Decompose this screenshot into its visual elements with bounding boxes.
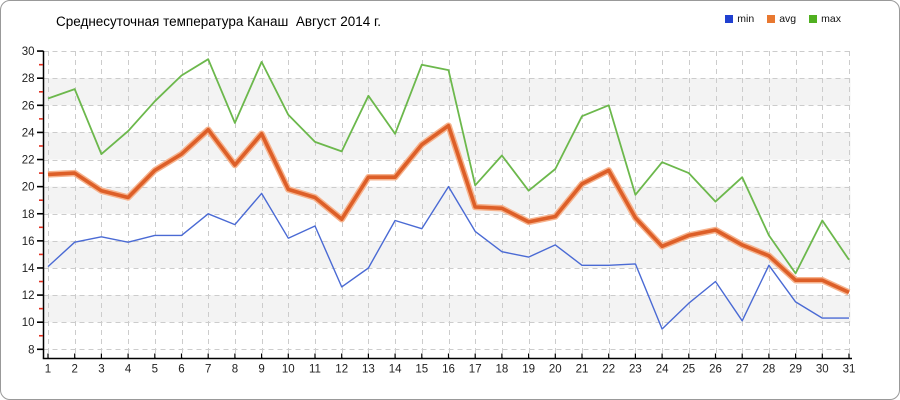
x-tick-label: 25 [682, 364, 695, 376]
y-tick-label: 26 [22, 100, 35, 112]
x-tick-label: 28 [763, 364, 776, 376]
legend-swatch-min [725, 15, 734, 23]
x-tick-label: 7 [205, 364, 211, 376]
legend-swatch-avg [767, 15, 776, 23]
x-tick-label: 11 [309, 364, 321, 376]
plot-band [43, 132, 851, 160]
y-tick-label: 18 [22, 209, 35, 221]
x-tick-label: 5 [152, 364, 158, 376]
y-tick-label: 22 [22, 155, 35, 167]
x-tick-label: 10 [282, 364, 295, 376]
legend-label-max: max [821, 13, 841, 25]
x-tick-label: 17 [469, 364, 482, 376]
min-series-line [47, 185, 849, 330]
x-tick-label: 20 [549, 364, 562, 376]
y-tick-label: 24 [22, 127, 35, 139]
x-tick-label: 23 [629, 364, 642, 376]
x-tick-label: 9 [258, 364, 264, 376]
x-tick-label: 30 [816, 364, 829, 376]
y-tick-label: 8 [28, 344, 34, 356]
y-tick-label: 14 [22, 263, 35, 275]
y-tick-label: 12 [22, 290, 35, 302]
avg-series-line [47, 123, 850, 295]
x-tick-label: 15 [415, 364, 428, 376]
x-tick-label: 2 [71, 364, 77, 376]
x-tick-label: 14 [389, 364, 402, 376]
x-tick-label: 6 [178, 364, 184, 376]
x-tick-label: 13 [362, 364, 375, 376]
x-tick-label: 3 [98, 364, 104, 376]
legend-swatch-max [809, 15, 818, 23]
plot-band [43, 186, 851, 214]
x-tick-label: 12 [335, 364, 348, 376]
x-tick-label: 21 [576, 364, 589, 376]
x-tick-label: 1 [45, 364, 51, 376]
x-tick-label: 18 [496, 364, 509, 376]
y-tick-label: 16 [22, 236, 35, 248]
plot-band [43, 295, 851, 323]
legend-item-avg: avg [767, 13, 796, 25]
x-tick-label: 31 [843, 364, 856, 376]
x-tick-label: 16 [442, 364, 455, 376]
x-tick-label: 4 [125, 364, 132, 376]
x-tick-label: 8 [232, 364, 238, 376]
x-tick-label: 19 [522, 364, 535, 376]
x-tick-label: 29 [789, 364, 802, 376]
chart-legend: min avg max [725, 13, 841, 25]
x-tick-label: 22 [602, 364, 615, 376]
legend-label-min: min [737, 13, 755, 25]
y-tick-label: 20 [22, 182, 35, 194]
x-tick-label: 26 [709, 364, 722, 376]
max-series-line [47, 58, 850, 275]
chart-title: Среднесуточная температура Канаш Август … [56, 14, 382, 29]
y-tick-label: 28 [22, 73, 35, 85]
legend-item-min: min [725, 13, 754, 25]
legend-item-max: max [809, 13, 841, 25]
plot-band [43, 240, 851, 268]
x-tick-label: 27 [736, 364, 749, 376]
y-tick-label: 30 [22, 46, 35, 58]
y-tick-label: 10 [22, 317, 35, 329]
x-tick-label: 24 [656, 364, 669, 376]
legend-label-avg: avg [779, 13, 797, 25]
